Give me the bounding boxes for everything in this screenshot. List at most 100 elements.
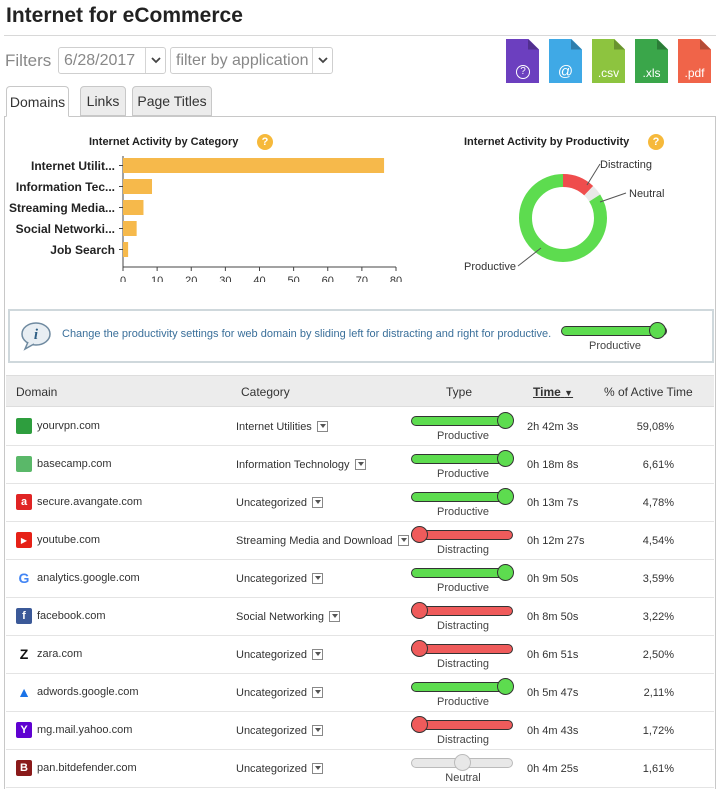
- info-speech-bubble-icon: i: [21, 322, 51, 351]
- chevron-down-icon[interactable]: [311, 497, 323, 508]
- pdf-export[interactable]: .pdf: [678, 39, 711, 83]
- tab-links[interactable]: Links: [80, 86, 126, 116]
- category-select[interactable]: Uncategorized: [236, 763, 323, 775]
- time-value: 0h 13m 7s: [527, 497, 579, 509]
- csv-export[interactable]: .csv: [592, 39, 625, 83]
- productivity-slider[interactable]: Productive: [411, 678, 515, 710]
- active-time-column-header[interactable]: % of Active Time: [604, 385, 693, 399]
- productivity-slider[interactable]: Distracting: [411, 716, 515, 748]
- category-select[interactable]: Information Technology: [236, 459, 366, 471]
- productivity-slider[interactable]: Neutral: [411, 754, 515, 786]
- domain-name[interactable]: youtube.com: [37, 534, 100, 546]
- category-bar[interactable]: [123, 158, 385, 173]
- productivity-slider[interactable]: Distracting: [411, 640, 515, 672]
- table-row[interactable]: ▲ adwords.google.com Uncategorized Producti…: [6, 674, 714, 712]
- page-fold: [613, 39, 625, 50]
- category-select[interactable]: Internet Utilities: [236, 421, 328, 433]
- chevron-down-icon[interactable]: [311, 763, 323, 774]
- productivity-slider[interactable]: Productive: [411, 412, 515, 444]
- productivity-slider[interactable]: Productive: [411, 564, 515, 596]
- category-select[interactable]: Uncategorized: [236, 573, 323, 585]
- chevron-down-icon[interactable]: [311, 649, 323, 660]
- table-row[interactable]: basecamp.com Information Technology Produc…: [6, 446, 714, 484]
- slider-knob[interactable]: [497, 412, 514, 429]
- category-bar[interactable]: [123, 200, 144, 215]
- slider-knob[interactable]: [454, 754, 471, 771]
- category-select[interactable]: Uncategorized: [236, 687, 323, 699]
- category-select[interactable]: Uncategorized: [236, 725, 323, 737]
- domain-name[interactable]: yourvpn.com: [37, 420, 100, 432]
- slider-knob[interactable]: [411, 526, 428, 543]
- table-row[interactable]: ▶ youtube.com Streaming Media and Download…: [6, 522, 714, 560]
- slider-knob[interactable]: [411, 602, 428, 619]
- example-productivity-slider[interactable]: Productive: [561, 322, 669, 354]
- date-select[interactable]: 6/28/2017: [58, 47, 166, 74]
- category-bar[interactable]: [123, 221, 137, 236]
- slice-productive[interactable]: [519, 174, 607, 262]
- tab-page-titles[interactable]: Page Titles: [132, 86, 212, 116]
- slider-knob[interactable]: [497, 488, 514, 505]
- category-select[interactable]: Uncategorized: [236, 649, 323, 661]
- chevron-down-icon[interactable]: [145, 48, 165, 73]
- productivity-slider[interactable]: Productive: [411, 450, 515, 482]
- help-icon[interactable]: ?: [257, 134, 273, 150]
- slider-knob[interactable]: [497, 678, 514, 695]
- category-value: Uncategorized: [236, 725, 307, 737]
- productivity-label: Distracting: [437, 658, 489, 670]
- category-select[interactable]: Social Networking: [236, 611, 341, 623]
- productivity-label: Productive: [437, 696, 489, 708]
- chevron-down-icon[interactable]: [316, 421, 328, 432]
- domain-name[interactable]: facebook.com: [37, 610, 106, 622]
- chevron-down-icon[interactable]: [329, 611, 341, 622]
- x-tick-label: 10: [151, 275, 163, 282]
- chevron-down-icon[interactable]: [312, 48, 332, 73]
- type-column-header[interactable]: Type: [446, 385, 473, 399]
- slider-knob[interactable]: [497, 564, 514, 581]
- time-column-header[interactable]: Time ▼: [533, 385, 573, 399]
- help-export[interactable]: ?: [506, 39, 539, 83]
- active-time-percent: 59,08%: [636, 421, 674, 433]
- slider-knob[interactable]: [497, 450, 514, 467]
- category-bar[interactable]: [123, 242, 129, 257]
- domain-name[interactable]: pan.bitdefender.com: [37, 762, 137, 774]
- category-select[interactable]: Streaming Media and Download: [236, 535, 409, 547]
- chevron-down-icon[interactable]: [397, 535, 409, 546]
- slider-knob[interactable]: [411, 640, 428, 657]
- page-fold: [527, 39, 539, 50]
- domain-column-header[interactable]: Domain: [16, 385, 58, 399]
- domain-name[interactable]: secure.avangate.com: [37, 496, 143, 508]
- category-tick-label: Streaming Media...: [9, 201, 115, 215]
- domain-name[interactable]: adwords.google.com: [37, 686, 139, 698]
- productivity-slider[interactable]: Productive: [411, 488, 515, 520]
- slider-knob[interactable]: [649, 322, 666, 339]
- productivity-slider[interactable]: Distracting: [411, 602, 515, 634]
- tab-domains[interactable]: Domains: [6, 86, 69, 117]
- chevron-down-icon[interactable]: [354, 459, 366, 470]
- xls-export[interactable]: .xls: [635, 39, 668, 83]
- chevron-down-icon[interactable]: [311, 573, 323, 584]
- chevron-down-icon[interactable]: [311, 687, 323, 698]
- category-tick-label: Social Networki...: [16, 222, 115, 236]
- application-filter[interactable]: filter by application: [170, 47, 333, 74]
- domain-name[interactable]: zara.com: [37, 648, 83, 660]
- category-select[interactable]: Uncategorized: [236, 497, 323, 509]
- time-value: 0h 9m 50s: [527, 573, 579, 585]
- table-row[interactable]: yourvpn.com Internet Utilities Productive 2…: [6, 408, 714, 446]
- email-export[interactable]: @: [549, 39, 582, 83]
- domain-name[interactable]: basecamp.com: [37, 458, 112, 470]
- category-column-header[interactable]: Category: [241, 385, 290, 399]
- slider-knob[interactable]: [411, 716, 428, 733]
- domain-name[interactable]: analytics.google.com: [37, 572, 140, 584]
- productivity-slider[interactable]: Distracting: [411, 526, 515, 558]
- chevron-down-icon[interactable]: [311, 725, 323, 736]
- domain-name[interactable]: mg.mail.yahoo.com: [37, 724, 133, 736]
- table-row[interactable]: f facebook.com Social Networking Distractin…: [6, 598, 714, 636]
- slice-label: Distracting: [600, 159, 652, 171]
- category-bar[interactable]: [123, 179, 153, 194]
- help-icon[interactable]: ?: [648, 134, 664, 150]
- table-row[interactable]: a secure.avangate.com Uncategorized Product…: [6, 484, 714, 522]
